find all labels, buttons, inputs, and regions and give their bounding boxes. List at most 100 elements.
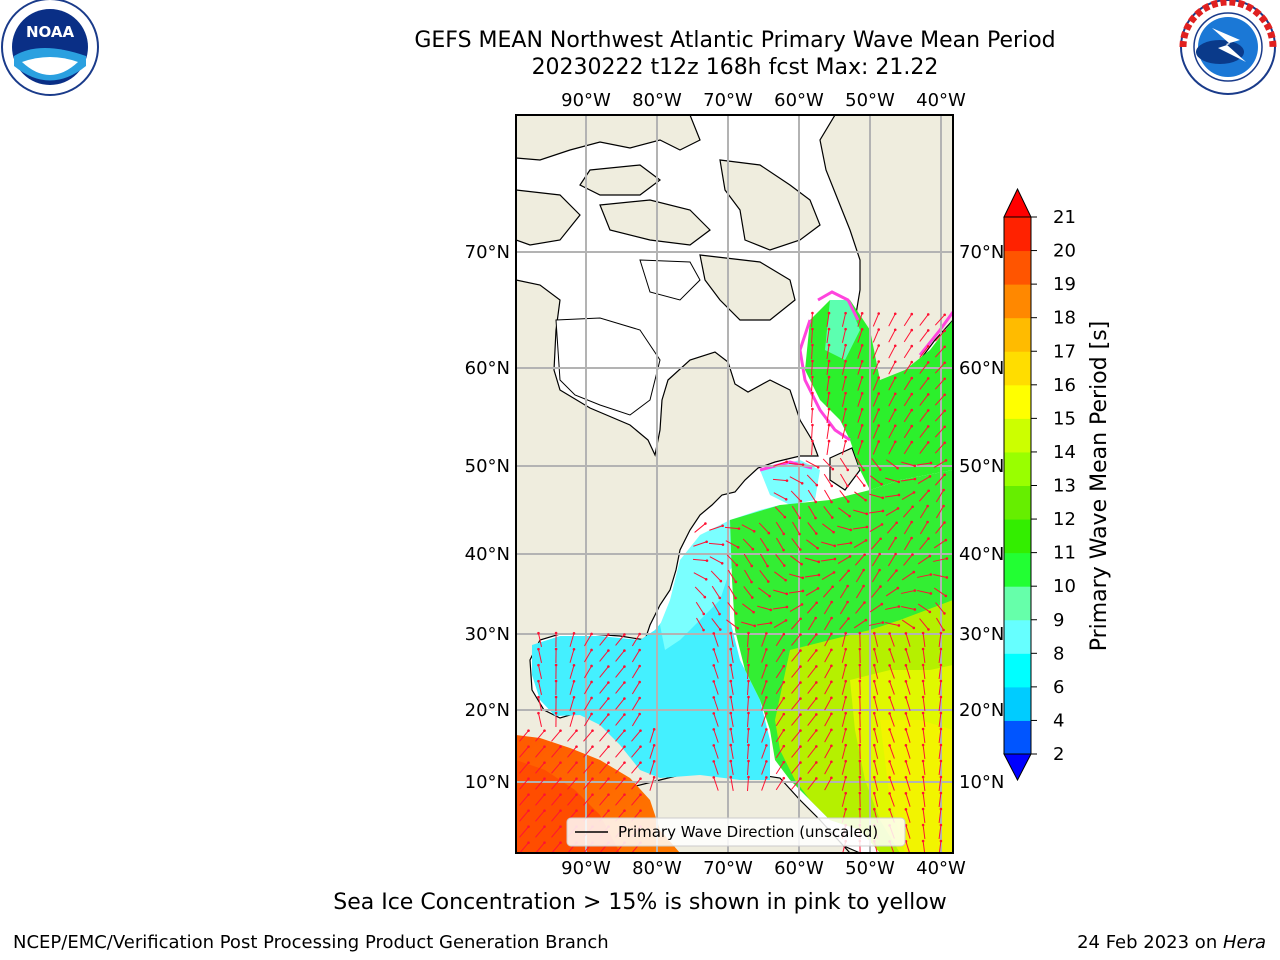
- wave-arrow-head: [873, 807, 876, 811]
- wave-arrow-head: [873, 647, 876, 651]
- wave-arrow: [824, 729, 832, 743]
- wave-arrow: [821, 571, 835, 581]
- wave-arrow-head: [878, 568, 881, 572]
- wave-arrow: [823, 506, 833, 518]
- wave-arrow-head: [559, 729, 562, 732]
- wave-arrow: [873, 633, 879, 647]
- colorbar-segment: [1004, 217, 1031, 252]
- colorbar-segment: [1004, 552, 1031, 587]
- wave-arrow: [887, 537, 897, 551]
- wave-arrow-head: [729, 679, 733, 683]
- wave-arrow-head: [765, 776, 768, 779]
- wave-arrow-head: [554, 711, 558, 715]
- wave-arrow: [730, 745, 734, 759]
- wave-arrow: [759, 537, 769, 551]
- wave-arrow: [811, 408, 813, 424]
- wave-arrow-head: [910, 328, 914, 332]
- lat-label: 40°N: [959, 544, 1004, 565]
- wave-arrow-head: [799, 665, 802, 668]
- wave-arrow-head: [814, 616, 817, 620]
- wave-arrow-head: [766, 548, 770, 552]
- wave-arrow: [791, 714, 801, 726]
- wave-arrow: [837, 555, 851, 565]
- wave-arrow-head: [879, 585, 882, 588]
- wave-arrow: [747, 632, 749, 648]
- wave-arrow-head: [537, 631, 540, 635]
- wave-arrow-head: [623, 681, 626, 684]
- wave-arrow: [905, 713, 911, 727]
- wave-arrow: [551, 762, 561, 774]
- wave-arrow-head: [881, 621, 885, 624]
- wave-arrow: [934, 442, 946, 454]
- wave-arrow-head: [590, 664, 593, 668]
- wave-arrow-head: [712, 760, 716, 763]
- wave-arrow: [551, 810, 561, 822]
- wave-arrow: [857, 409, 863, 423]
- colorbar-segment: [1004, 284, 1031, 319]
- wave-arrow: [712, 601, 720, 615]
- wave-arrow: [872, 425, 880, 439]
- wave-arrow: [934, 474, 946, 486]
- wave-arrow: [839, 457, 849, 471]
- wave-arrow-head: [943, 329, 946, 333]
- wave-arrow: [841, 377, 847, 391]
- wave-arrow: [773, 492, 787, 500]
- wave-arrow: [599, 698, 609, 710]
- wave-arrow-head: [942, 488, 945, 492]
- wave-arrow: [873, 665, 879, 679]
- lon-label: 60°W: [774, 858, 824, 879]
- wave-arrow-head: [873, 663, 876, 667]
- wave-arrow: [917, 590, 931, 594]
- wave-arrow: [922, 792, 926, 808]
- wave-arrow-head: [607, 649, 610, 652]
- wave-arrow-head: [543, 841, 546, 844]
- wave-arrow-head: [729, 711, 733, 715]
- wave-arrow: [857, 377, 863, 391]
- wave-arrow-head: [926, 520, 929, 524]
- wave-arrow-head: [782, 532, 786, 536]
- wave-arrow-head: [881, 509, 885, 513]
- wave-arrow: [826, 345, 830, 359]
- wave-arrow-head: [830, 648, 833, 652]
- colorbar-tick-label: 6: [1053, 677, 1064, 698]
- wave-arrow-head: [591, 729, 594, 732]
- wave-arrow: [775, 729, 785, 743]
- wave-arrow: [519, 762, 529, 774]
- wave-arrow: [824, 713, 832, 727]
- wave-arrow: [886, 459, 898, 469]
- wave-arrow: [938, 776, 942, 792]
- wave-arrow-head: [527, 841, 530, 844]
- wave-arrow-head: [735, 563, 739, 567]
- lon-labels-top: 90°W 80°W 70°W 60°W 50°W 40°W: [561, 90, 966, 111]
- wave-arrow-head: [543, 761, 546, 764]
- wave-arrow-head: [880, 523, 884, 526]
- wave-arrow-head: [943, 441, 946, 445]
- wave-arrow: [938, 664, 942, 680]
- wave-arrow: [919, 346, 929, 358]
- colorbar-tick-label: 16: [1053, 375, 1076, 396]
- wave-arrow-head: [893, 440, 897, 444]
- wave-arrow: [807, 650, 817, 662]
- wave-arrow: [838, 570, 850, 582]
- wave-arrow: [922, 824, 926, 840]
- wave-arrow: [841, 633, 847, 647]
- wave-arrow-head: [942, 504, 945, 508]
- colorbar-under-triangle: [1003, 753, 1032, 782]
- wave-arrow-head: [881, 496, 885, 500]
- wave-arrow-head: [943, 361, 946, 365]
- wave-arrow: [774, 506, 786, 518]
- wave-arrow-head: [747, 775, 750, 779]
- wave-arrow: [934, 314, 946, 326]
- wave-arrow-head: [833, 557, 837, 561]
- wave-arrow: [885, 606, 899, 610]
- wave-arrow-head: [897, 624, 901, 627]
- wave-arrow: [888, 313, 896, 327]
- wave-arrow-head: [559, 761, 562, 764]
- wave-arrow-head: [911, 505, 914, 509]
- wave-arrow: [807, 489, 817, 503]
- wave-arrow-head: [913, 464, 917, 468]
- wave-arrow: [713, 697, 719, 711]
- wave-arrow: [569, 697, 575, 711]
- wave-arrow-head: [652, 728, 656, 731]
